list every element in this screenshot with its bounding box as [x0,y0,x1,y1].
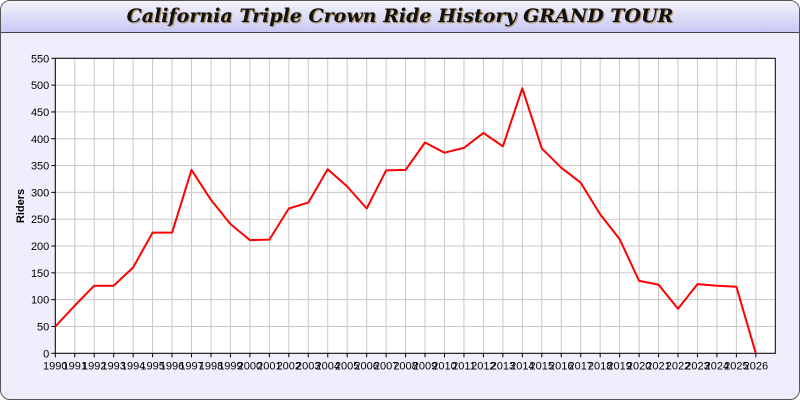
x-tick-label: 2021 [646,360,670,372]
series-line [54,87,757,354]
y-tick-label: 350 [31,161,49,173]
x-tick-label: 2013 [491,360,515,372]
y-tick-label: 300 [31,187,49,199]
title-bar: California Triple Crown Ride History GRA… [1,1,799,33]
x-tick-label: 1997 [179,360,203,372]
x-tick-label: 2025 [724,360,748,372]
x-tick-label: 2026 [744,360,768,372]
grid [54,57,776,354]
y-tick-label: 50 [37,321,49,333]
axes: 0501001502002503003504004505005501990199… [31,53,768,372]
x-tick-label: 2000 [238,360,262,372]
y-axis-label: Riders [15,189,27,223]
x-tick-label: 2009 [413,360,437,372]
y-tick-label: 400 [31,134,49,146]
x-tick-label: 2011 [452,360,476,372]
x-tick-label: 2002 [277,360,301,372]
x-tick-label: 2017 [568,360,592,372]
y-tick-label: 0 [43,348,49,360]
x-tick-label: 2004 [315,360,339,372]
x-tick-label: 1999 [218,360,242,372]
x-tick-label: 1996 [160,360,184,372]
x-tick-label: 2008 [393,360,417,372]
x-tick-label: 1998 [199,360,223,372]
chart-title: California Triple Crown Ride History GRA… [126,5,674,27]
y-tick-label: 150 [31,268,49,280]
y-tick-label: 500 [31,80,49,92]
y-tick-label: 450 [31,107,49,119]
x-tick-label: 2023 [685,360,709,372]
x-tick-label: 2012 [471,360,495,372]
series-layer [54,87,757,354]
plot-area [54,57,776,354]
x-tick-label: 1995 [140,360,164,372]
x-tick-label: 1993 [101,360,125,372]
x-tick-label: 1994 [121,360,145,372]
x-tick-label: 2001 [257,360,281,372]
y-tick-label: 100 [31,295,49,307]
x-tick-label: 2005 [335,360,359,372]
x-tick-label: 2020 [627,360,651,372]
x-tick-label: 2007 [374,360,398,372]
plot-background [55,58,776,354]
x-tick-label: 2024 [705,360,729,372]
x-tick-label: 2006 [354,360,378,372]
x-tick-label: 2003 [296,360,320,372]
x-tick-label: 1992 [82,360,106,372]
x-tick-label: 1991 [63,360,87,372]
y-tick-label: 200 [31,241,49,253]
x-tick-label: 2016 [549,360,573,372]
x-tick-label: 2019 [607,360,631,372]
x-tick-label: 2015 [530,360,554,372]
y-tick-label: 550 [31,53,49,65]
x-tick-label: 2022 [666,360,690,372]
x-tick-label: 2010 [432,360,456,372]
x-tick-label: 2014 [510,360,534,372]
x-tick-label: 1990 [43,360,67,372]
x-tick-label: 2018 [588,360,612,372]
y-tick-label: 250 [31,214,49,226]
